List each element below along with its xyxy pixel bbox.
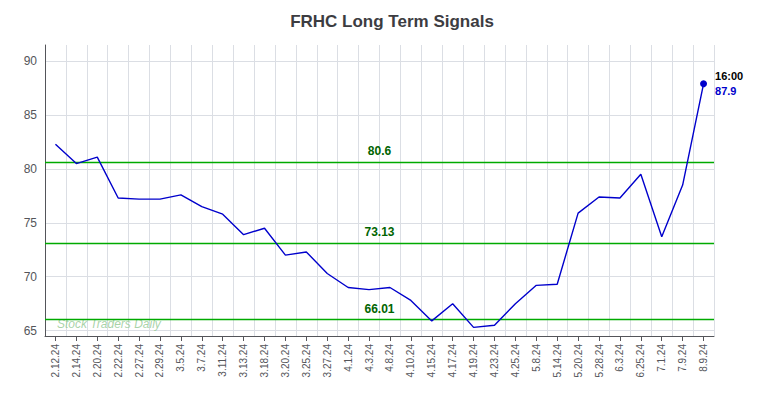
- svg-text:4.8.24: 4.8.24: [384, 344, 395, 372]
- svg-text:4.1.24: 4.1.24: [343, 344, 354, 372]
- svg-text:4.15.24: 4.15.24: [426, 344, 437, 378]
- svg-text:6.25.24: 6.25.24: [635, 344, 646, 378]
- svg-text:Stock Traders Daily: Stock Traders Daily: [57, 317, 161, 331]
- svg-text:66.01: 66.01: [364, 302, 394, 316]
- svg-text:2.29.24: 2.29.24: [154, 344, 165, 378]
- svg-text:3.13.24: 3.13.24: [238, 344, 249, 378]
- svg-text:4.10.24: 4.10.24: [405, 344, 416, 378]
- svg-text:2.20.24: 2.20.24: [92, 344, 103, 378]
- svg-text:85: 85: [24, 108, 38, 122]
- svg-text:7.1.24: 7.1.24: [656, 344, 667, 372]
- svg-text:8.9.24: 8.9.24: [698, 344, 709, 372]
- svg-text:6.3.24: 6.3.24: [614, 344, 625, 372]
- svg-text:75: 75: [24, 216, 38, 230]
- svg-text:3.7.24: 3.7.24: [196, 344, 207, 372]
- svg-text:4.17.24: 4.17.24: [447, 344, 458, 378]
- svg-text:3.20.24: 3.20.24: [280, 344, 291, 378]
- svg-text:2.22.24: 2.22.24: [113, 344, 124, 378]
- svg-text:3.18.24: 3.18.24: [259, 344, 270, 378]
- svg-text:FRHC Long Term Signals: FRHC Long Term Signals: [290, 12, 494, 31]
- svg-text:3.25.24: 3.25.24: [301, 344, 312, 378]
- svg-text:4.23.24: 4.23.24: [489, 344, 500, 378]
- svg-text:80.6: 80.6: [368, 144, 392, 158]
- svg-text:2.27.24: 2.27.24: [134, 344, 145, 378]
- svg-text:5.8.24: 5.8.24: [531, 344, 542, 372]
- svg-text:4.3.24: 4.3.24: [364, 344, 375, 372]
- svg-text:2.14.24: 2.14.24: [71, 344, 82, 378]
- svg-text:2.12.24: 2.12.24: [50, 344, 61, 378]
- svg-text:70: 70: [24, 270, 38, 284]
- svg-text:5.14.24: 5.14.24: [552, 344, 563, 378]
- svg-text:3.5.24: 3.5.24: [175, 344, 186, 372]
- svg-text:4.19.24: 4.19.24: [468, 344, 479, 378]
- svg-text:90: 90: [24, 54, 38, 68]
- svg-text:73.13: 73.13: [364, 225, 394, 239]
- svg-text:3.27.24: 3.27.24: [322, 344, 333, 378]
- svg-text:4.25.24: 4.25.24: [510, 344, 521, 378]
- svg-text:5.28.24: 5.28.24: [594, 344, 605, 378]
- svg-text:87.9: 87.9: [715, 85, 736, 97]
- svg-text:5.20.24: 5.20.24: [573, 344, 584, 378]
- svg-text:80: 80: [24, 162, 38, 176]
- svg-text:3.11.24: 3.11.24: [217, 344, 228, 377]
- svg-text:16:00: 16:00: [715, 70, 743, 82]
- svg-text:65: 65: [24, 324, 38, 338]
- svg-text:7.9.24: 7.9.24: [677, 344, 688, 372]
